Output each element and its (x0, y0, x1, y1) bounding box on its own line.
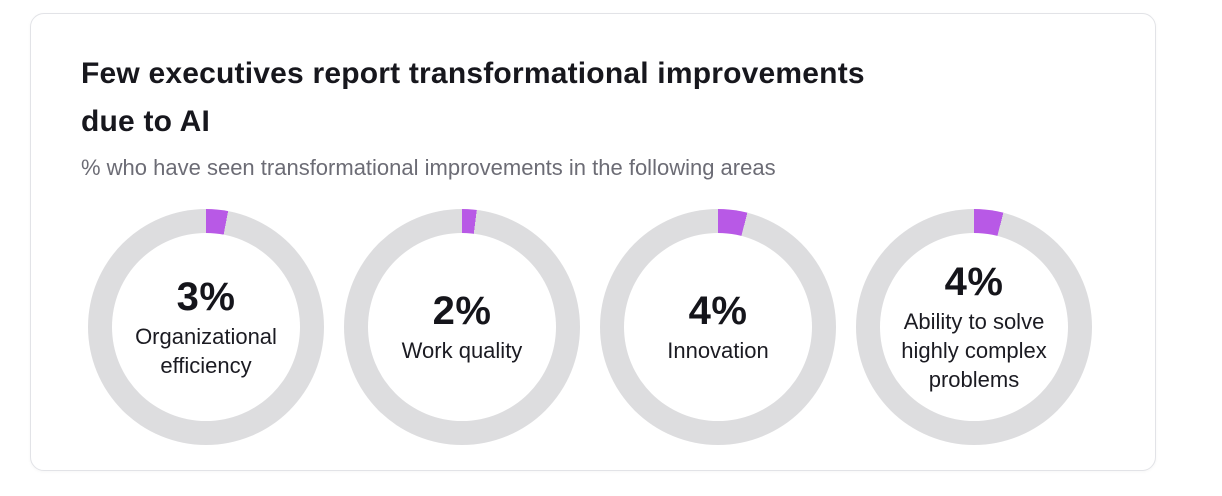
donut-value: 3% (176, 274, 236, 319)
donut-label: Ability to solve highly complex problems (901, 309, 1047, 392)
donut-center-text: 2% Work quality (368, 233, 556, 421)
donut-value: 4% (944, 260, 1004, 304)
donut-center-text: 4% Ability to solve highly complex probl… (880, 233, 1068, 421)
donut-center-text: 3% Organizational efficiency (112, 233, 300, 421)
donut-row: 3% Organizational efficiency 2% Work qua… (88, 209, 1105, 445)
donut-chart-work-quality: 2% Work quality (344, 209, 580, 445)
donut-hole (368, 233, 556, 421)
donut-center-text: 4% Innovation (624, 233, 812, 421)
donut-chart-innovation: 4% Innovation (600, 209, 836, 445)
donut-hole (624, 233, 812, 421)
chart-card: Few executives report transformational i… (30, 13, 1156, 471)
donut-label: Organizational efficiency (135, 323, 277, 378)
chart-title-line-1: Few executives report transformational i… (81, 57, 865, 90)
chart-subtitle: % who have seen transformational improve… (81, 155, 776, 180)
chart-title-line-2: due to AI (81, 105, 211, 138)
donut-hole (880, 233, 1068, 421)
donut-chart-complex-problems: 4% Ability to solve highly complex probl… (856, 209, 1092, 445)
donut-label: Innovation (667, 338, 769, 363)
donut-value: 2% (432, 289, 492, 333)
donut-chart-organizational-efficiency: 3% Organizational efficiency (88, 209, 324, 445)
chart-title: Few executives report transformational i… (81, 50, 1105, 146)
donut-value: 4% (688, 289, 748, 333)
donut-hole (112, 233, 300, 421)
donut-label: Work quality (401, 338, 523, 363)
